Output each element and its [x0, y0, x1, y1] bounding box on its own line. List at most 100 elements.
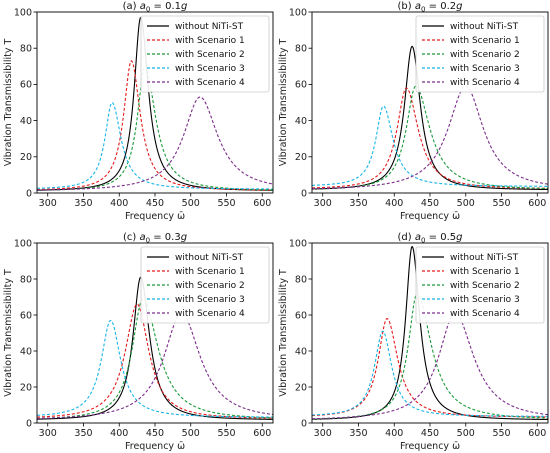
x-tick-label: 300: [314, 428, 332, 439]
y-tick-label: 60: [295, 310, 307, 321]
legend-label: with Scenario 4: [175, 78, 245, 88]
x-tick-label: 400: [110, 198, 128, 209]
x-axis-label: Frequency ω̄: [125, 211, 185, 222]
panel-title: (b) a0 = 0.2g: [398, 1, 463, 14]
series-line-3: [312, 85, 548, 190]
series-line-2: [37, 60, 273, 191]
x-tick-label: 450: [146, 428, 164, 439]
series-line-1: [312, 245, 548, 421]
x-tick-label: 550: [217, 428, 235, 439]
y-tick-label: 20: [20, 382, 32, 393]
legend-box: [140, 246, 270, 324]
y-tick-label: 100: [289, 238, 307, 249]
x-tick-label: 550: [492, 198, 510, 209]
x-tick-label: 400: [385, 198, 403, 209]
x-tick-label: 500: [182, 428, 200, 439]
y-tick-label: 40: [20, 346, 32, 357]
series-line-5: [37, 312, 273, 420]
legend-label: with Scenario 2: [450, 50, 520, 60]
x-tick-label: 500: [457, 198, 475, 209]
y-tick-label: 80: [20, 44, 32, 55]
series-line-5: [312, 85, 548, 190]
x-tick-label: 350: [74, 198, 92, 209]
y-tick-label: 40: [20, 116, 32, 127]
x-tick-label: 600: [528, 198, 546, 209]
x-tick-label: 550: [217, 198, 235, 209]
y-tick-label: 80: [20, 274, 32, 285]
y-tick-label: 60: [20, 310, 32, 321]
x-tick-label: 350: [349, 428, 367, 439]
legend-label: without NiTi-ST: [450, 253, 519, 263]
y-tick-label: 0: [26, 418, 32, 429]
series-line-4: [37, 319, 273, 418]
y-tick-label: 100: [289, 7, 307, 18]
legend-label: with Scenario 1: [175, 267, 245, 277]
chart-panel-4: 300 350 400 450 500 550 600 0 20 40 60 80 100 (d) a0 …: [278, 232, 549, 452]
y-tick-label: 80: [295, 274, 307, 285]
legend-label: with Scenario 2: [450, 281, 520, 291]
legend-label: without NiTi-ST: [175, 253, 244, 263]
panel-title: (d) a0 = 0.5g: [398, 232, 463, 245]
chart-panel-3: 300 350 400 450 500 550 600 0 20 40 60 80 100 (c) a0 …: [3, 232, 274, 452]
series-line-3: [37, 298, 273, 420]
series-line-4: [312, 330, 548, 417]
x-axis-label: Frequency ω̄: [400, 211, 460, 222]
y-axis-label: Vibration Transmissibility T: [278, 269, 289, 397]
series-line-2: [312, 87, 548, 189]
panel-title: (c) a0 = 0.3g: [123, 232, 187, 245]
x-tick-label: 600: [253, 198, 271, 209]
y-tick-label: 20: [295, 382, 307, 393]
x-tick-label: 450: [421, 428, 439, 439]
legend-box: [415, 246, 545, 324]
x-tick-label: 450: [146, 198, 164, 209]
y-axis-label: Vibration Transmissibility T: [278, 39, 289, 167]
legend-label: with Scenario 2: [175, 281, 245, 291]
y-tick-label: 80: [295, 44, 307, 55]
legend-label: with Scenario 4: [175, 309, 245, 319]
y-tick-label: 60: [20, 80, 32, 91]
x-tick-label: 300: [39, 198, 57, 209]
series-line-4: [37, 101, 273, 190]
y-tick-label: 0: [26, 188, 32, 199]
legend-box: [140, 15, 270, 93]
chart-panel-2: 300 350 400 450 500 550 600 0 20 40 60 80 100 (b) a0 …: [278, 1, 549, 222]
x-tick-label: 450: [421, 198, 439, 209]
y-tick-label: 20: [295, 152, 307, 163]
legend-label: with Scenario 1: [175, 36, 245, 46]
x-tick-label: 600: [528, 428, 546, 439]
x-tick-label: 300: [314, 198, 332, 209]
x-tick-label: 500: [182, 198, 200, 209]
y-tick-label: 20: [20, 152, 32, 163]
chart-panel-1: 300 350 400 450 500 550 600 0 20 40 60 80 100 (a) a0 …: [3, 1, 274, 222]
x-tick-label: 400: [385, 428, 403, 439]
x-tick-label: 350: [349, 198, 367, 209]
series-line-1: [312, 45, 548, 191]
x-tick-label: 300: [39, 428, 57, 439]
x-axis-label: Frequency ω̄: [400, 441, 460, 452]
series-line-4: [312, 105, 548, 187]
legend-label: with Scenario 3: [450, 64, 520, 74]
legend-label: without NiTi-ST: [175, 22, 244, 32]
y-axis-label: Vibration Transmissibility T: [3, 39, 14, 167]
legend-label: with Scenario 3: [175, 295, 245, 305]
y-tick-label: 40: [295, 346, 307, 357]
legend-label: without NiTi-ST: [450, 22, 519, 32]
legend-label: with Scenario 4: [450, 78, 520, 88]
panel-title: (a) a0 = 0.1g: [123, 1, 188, 14]
legend-label: with Scenario 1: [450, 267, 520, 277]
legend-label: with Scenario 4: [450, 309, 520, 319]
series-line-2: [312, 318, 548, 418]
y-tick-label: 0: [301, 188, 307, 199]
series-line-5: [312, 312, 548, 420]
legend-label: with Scenario 3: [175, 64, 245, 74]
y-axis-label: Vibration Transmissibility T: [3, 269, 14, 397]
y-tick-label: 40: [295, 116, 307, 127]
x-tick-label: 550: [492, 428, 510, 439]
x-tick-label: 600: [253, 428, 271, 439]
x-tick-label: 350: [74, 428, 92, 439]
x-tick-label: 400: [110, 428, 128, 439]
legend-label: with Scenario 1: [450, 36, 520, 46]
y-tick-label: 100: [14, 7, 32, 18]
y-tick-label: 0: [301, 418, 307, 429]
